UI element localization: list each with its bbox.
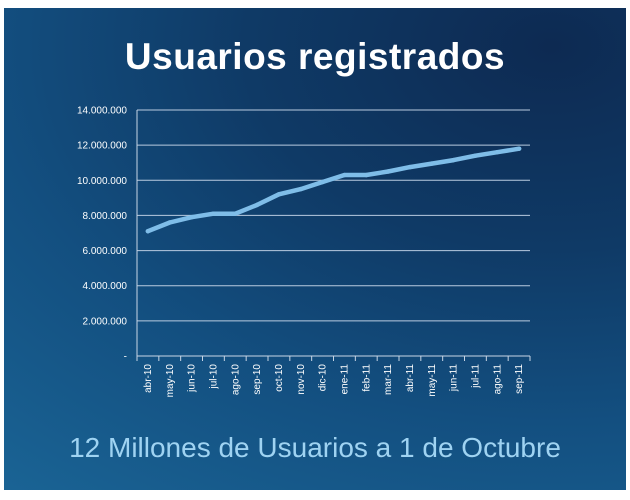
data-point	[254, 202, 260, 208]
x-tick-label: ago-10	[230, 364, 241, 396]
x-tick-label: abr-11	[405, 364, 416, 393]
data-point	[145, 229, 151, 234]
slide: Usuarios registrados - 2.000.000 4.000.000…	[4, 8, 626, 490]
data-point	[385, 169, 391, 174]
x-tick-label: ago-11	[492, 364, 503, 395]
y-tick-label: 6.000.000	[83, 246, 128, 257]
x-tick-label: jul-11	[470, 364, 481, 389]
x-tick-label: sep-10	[252, 364, 263, 395]
line-chart: - 2.000.000 4.000.000 6.000.000 8.000.000 10.…	[77, 106, 531, 398]
data-point	[342, 172, 347, 178]
data-point	[298, 186, 303, 192]
y-tick-label: 12.000.000	[77, 141, 127, 152]
x-tick-label: oct-10	[274, 364, 285, 392]
data-point	[189, 214, 194, 220]
data-point	[167, 220, 172, 225]
y-tick-label: 8.000.000	[83, 211, 128, 222]
y-tick-label: 14.000.000	[77, 106, 127, 117]
x-tick-label: ene-11	[339, 364, 350, 395]
x-tick-label: may-11	[427, 364, 438, 397]
y-tick-label: -	[124, 352, 127, 363]
chart-title: Usuarios registrados	[124, 36, 506, 77]
x-tick-label: may-10	[165, 364, 176, 398]
y-tick-label: 4.000.000	[83, 281, 128, 292]
x-tick-label: dic-10	[318, 364, 329, 392]
data-point	[364, 172, 369, 178]
data-point	[407, 164, 413, 170]
chart-subtitle: 12 Millones de Usuarios a 1 de Octubre	[69, 432, 561, 463]
data-point	[473, 153, 478, 158]
data-point	[495, 149, 500, 155]
y-tick-label: 10.000.000	[77, 176, 127, 187]
x-tick-label: jun-10	[187, 364, 198, 393]
x-tick-label: nov-10	[296, 364, 307, 395]
data-point	[516, 146, 522, 151]
x-tick-label: sep-11	[514, 364, 525, 394]
data-point	[276, 192, 282, 197]
data-point	[211, 211, 216, 216]
x-tick-label: mar-11	[383, 364, 394, 395]
data-point	[429, 161, 434, 166]
x-tick-label: jun-11	[449, 364, 460, 392]
y-tick-label: 2.000.000	[83, 316, 128, 327]
data-point	[233, 211, 238, 216]
x-tick-label: feb-11	[361, 364, 372, 392]
x-tick-label: abr-10	[143, 364, 154, 393]
data-point	[451, 157, 456, 163]
data-point	[320, 179, 325, 185]
series-line	[145, 146, 522, 234]
x-tick-label: jul-10	[208, 364, 219, 390]
